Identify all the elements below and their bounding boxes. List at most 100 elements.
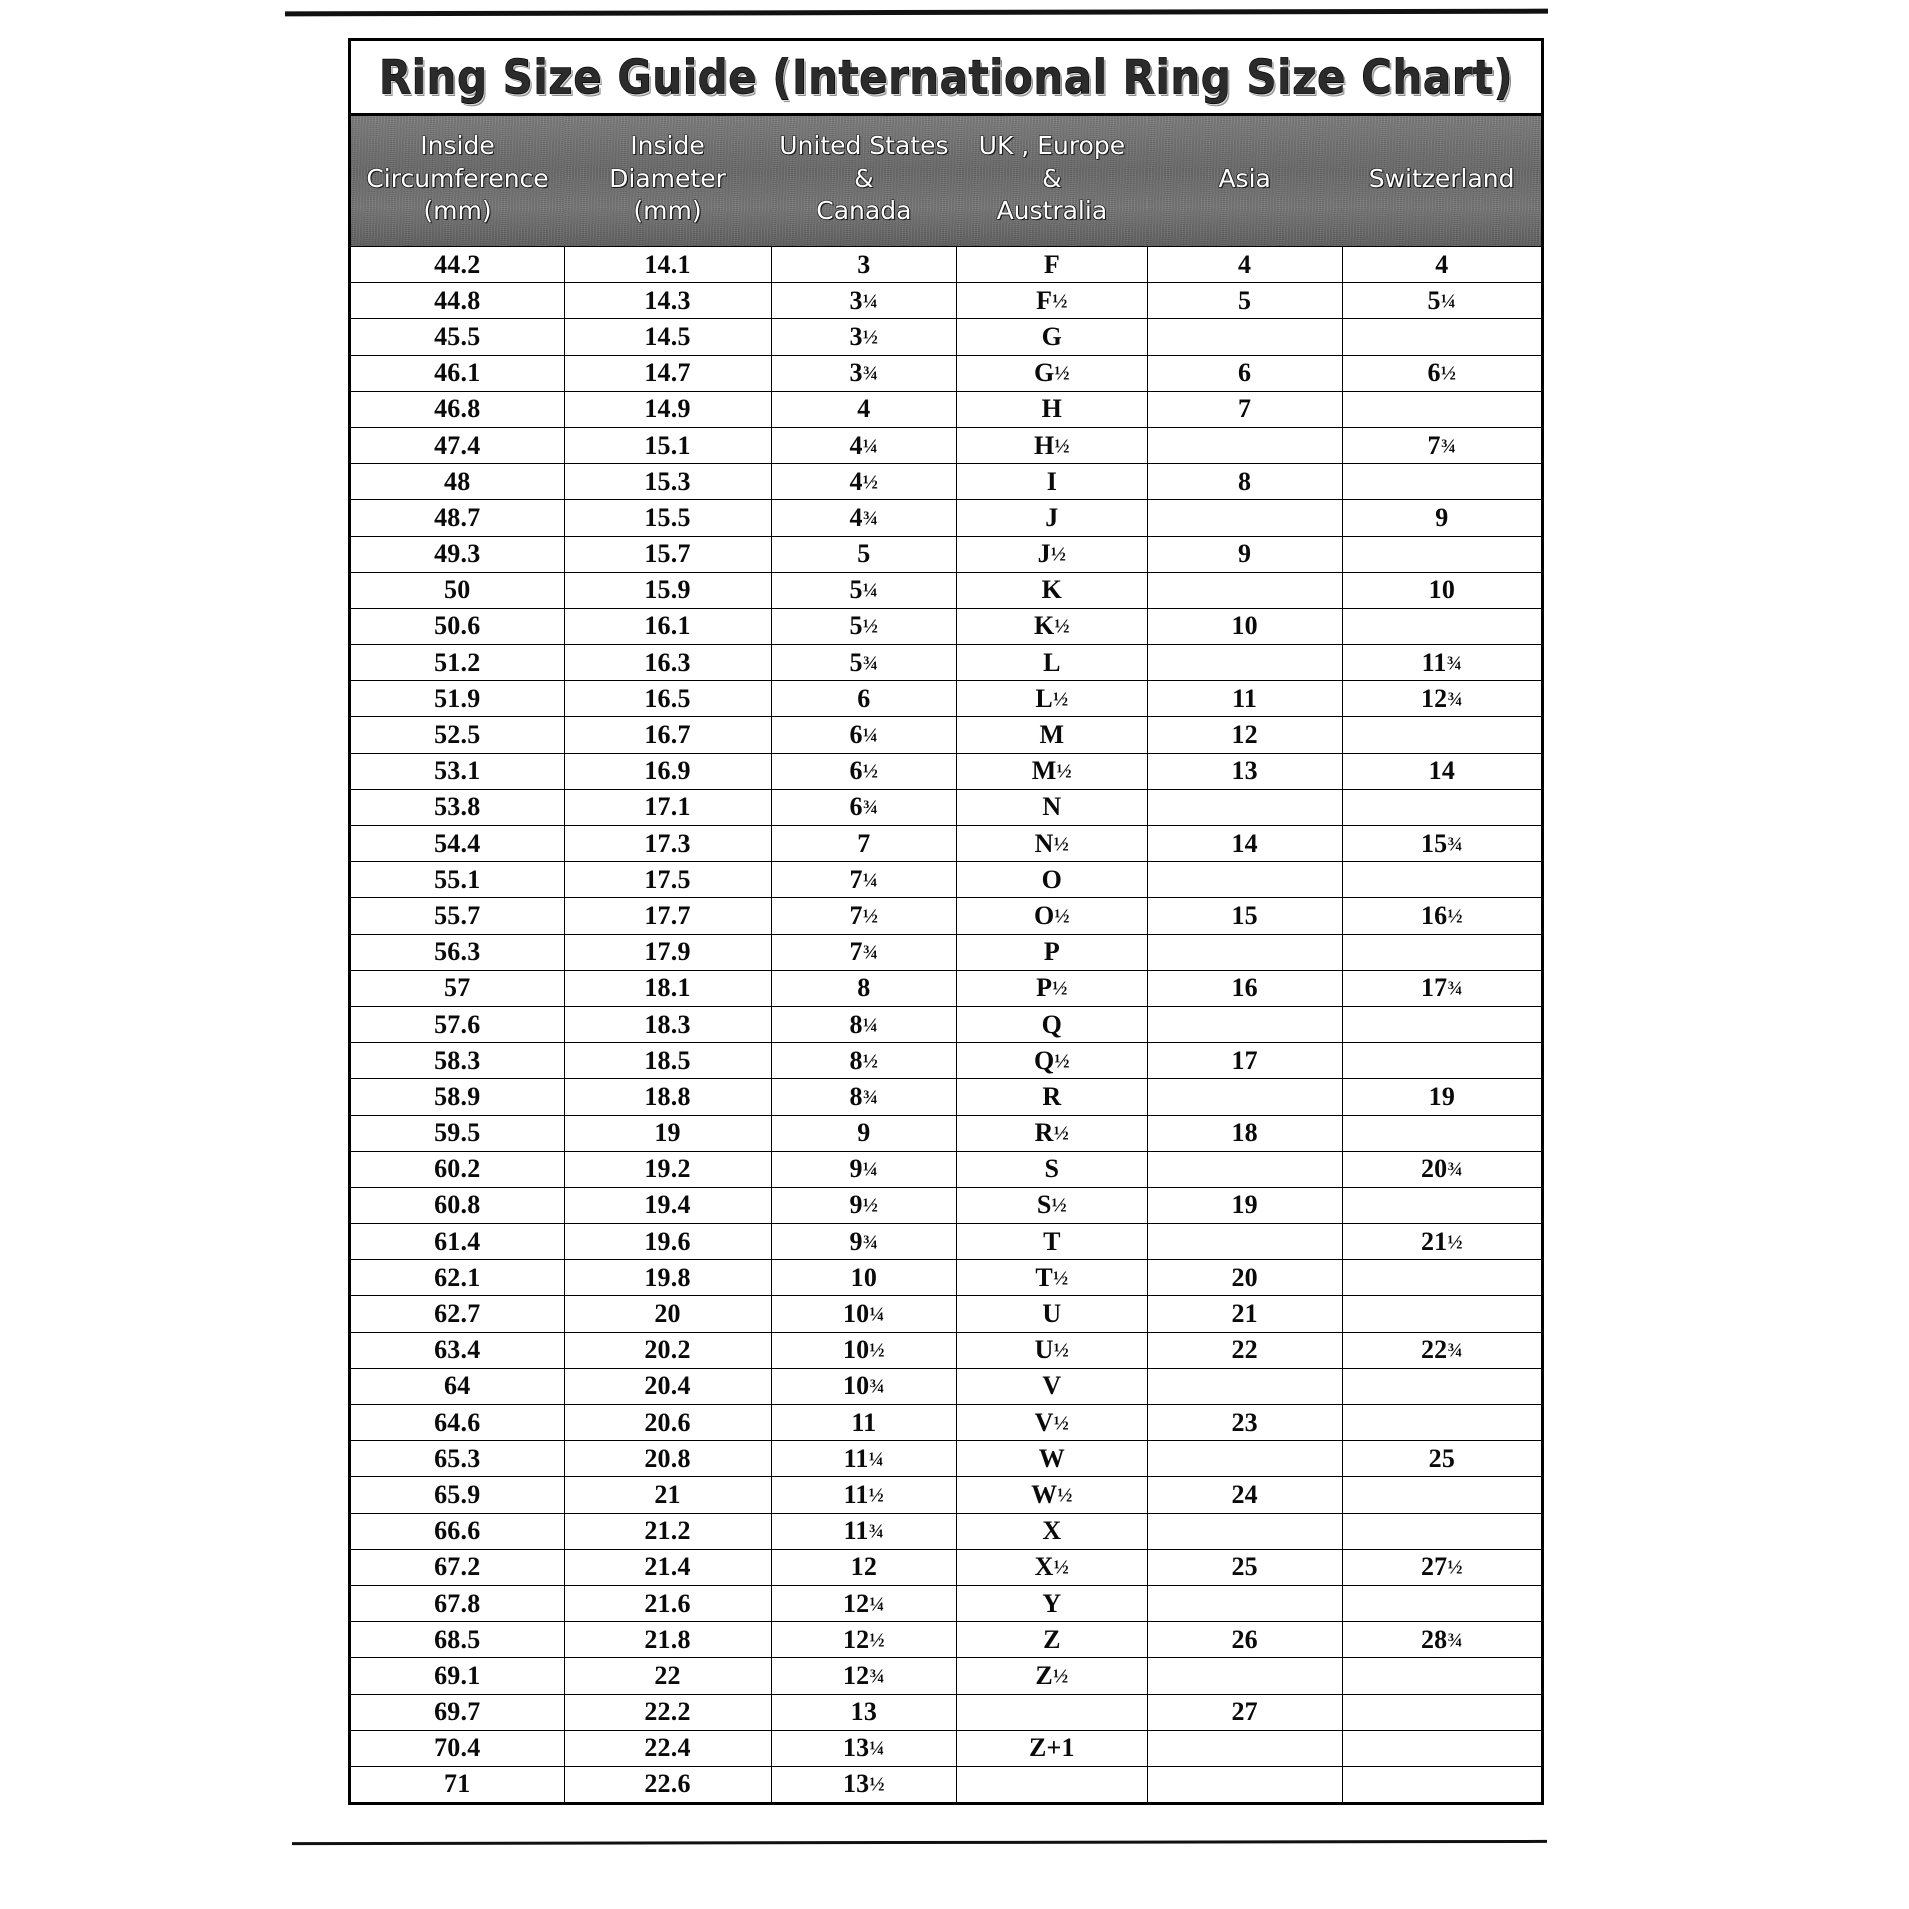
cell-asia: 16 (1146, 969, 1343, 1007)
cell-switzerland: 22¾ (1341, 1331, 1541, 1369)
cell-uk_eu_au: N½ (956, 824, 1148, 863)
cell-diameter: 19.8 (563, 1259, 772, 1297)
cell-switzerland: 15¾ (1341, 824, 1541, 863)
table-row: 47.4 15.1 4¼ H½ 7¾ (351, 426, 1541, 465)
cell-uk_eu_au: W½ (956, 1476, 1148, 1514)
table-row: 44.2 14.1 3 F 4 4 (351, 245, 1541, 284)
cell-diameter: 18.1 (563, 969, 772, 1007)
cell-asia: 6 (1146, 354, 1343, 392)
cell-switzerland (1341, 1259, 1541, 1297)
cell-circumference: 52.5 (351, 716, 565, 754)
table-row: 46.8 14.9 4 H 7 (351, 390, 1541, 428)
cell-diameter: 14.9 (563, 390, 772, 428)
table-row: 48.7 15.5 4¾ J 9 (351, 499, 1541, 537)
cell-uk_eu_au: M (956, 716, 1148, 754)
cell-asia (1146, 1657, 1343, 1695)
cell-uk_eu_au: G (956, 318, 1148, 356)
cell-circumference: 48 (351, 463, 565, 501)
cell-us_canada: 8½ (770, 1042, 958, 1080)
cell-asia: 17 (1146, 1042, 1343, 1080)
cell-us_canada: 13 (770, 1693, 958, 1731)
table-row: 55.1 17.5 7¼ O (351, 861, 1541, 899)
cell-uk_eu_au: V½ (956, 1403, 1148, 1442)
cell-us_canada: 6¾ (770, 788, 958, 827)
cell-diameter: 17.7 (563, 897, 772, 935)
table-row: 67.2 21.4 12 X½ 25 27½ (351, 1548, 1541, 1586)
cell-circumference: 65.9 (351, 1476, 565, 1514)
cell-diameter: 17.3 (563, 824, 772, 863)
cell-uk_eu_au: Y (956, 1584, 1148, 1623)
cell-circumference: 51.2 (351, 644, 565, 682)
cell-circumference: 46.8 (351, 390, 565, 428)
table-row: 48 15.3 4½ I 8 (351, 463, 1541, 501)
cell-diameter: 15.1 (563, 426, 772, 465)
cell-circumference: 44.2 (351, 245, 565, 284)
cell-us_canada: 5 (770, 535, 958, 573)
cell-asia (1146, 1078, 1343, 1116)
cell-switzerland: 9 (1341, 499, 1541, 537)
cell-diameter: 17.5 (563, 861, 772, 899)
cell-us_canada: 12½ (770, 1621, 958, 1659)
cell-uk_eu_au: O (956, 861, 1148, 899)
cell-circumference: 51.9 (351, 680, 565, 718)
cell-asia: 20 (1146, 1259, 1343, 1297)
cell-diameter: 16.5 (563, 680, 772, 718)
header-line: United States (779, 131, 949, 161)
cell-asia: 4 (1146, 245, 1343, 284)
cell-uk_eu_au: I (956, 463, 1148, 501)
cell-asia: 23 (1146, 1403, 1343, 1442)
cell-diameter: 17.9 (563, 933, 772, 971)
cell-asia (1146, 499, 1343, 537)
cell-uk_eu_au: X½ (956, 1548, 1148, 1586)
table-row: 67.8 21.6 12¼ Y (351, 1584, 1541, 1623)
cell-us_canada: 3 (770, 245, 958, 284)
cell-asia (1146, 1150, 1343, 1188)
cell-asia (1146, 318, 1343, 356)
cell-us_canada: 5¾ (770, 644, 958, 682)
cell-circumference: 55.7 (351, 897, 565, 935)
cell-asia (1146, 571, 1343, 609)
cell-uk_eu_au: L (956, 644, 1148, 682)
cell-diameter: 21.8 (563, 1621, 772, 1659)
cell-circumference: 64.6 (351, 1403, 565, 1442)
cell-asia (1146, 1512, 1343, 1550)
cell-switzerland (1341, 1186, 1541, 1225)
cell-asia: 12 (1146, 716, 1343, 754)
cell-circumference: 67.8 (351, 1584, 565, 1623)
cell-circumference: 46.1 (351, 354, 565, 392)
cell-uk_eu_au: R (956, 1078, 1148, 1116)
cell-asia (1146, 788, 1343, 827)
cell-diameter: 21 (563, 1476, 772, 1514)
cell-uk_eu_au: L½ (956, 680, 1148, 718)
cell-switzerland (1341, 318, 1541, 356)
cell-uk_eu_au: S½ (956, 1186, 1148, 1225)
cell-us_canada: 5½ (770, 607, 958, 646)
cell-circumference: 59.5 (351, 1114, 565, 1152)
cell-diameter: 16.1 (563, 607, 772, 646)
table-row: 55.7 17.7 7½ O½ 15 16½ (351, 897, 1541, 935)
cell-uk_eu_au: K (956, 571, 1148, 609)
cell-circumference: 70.4 (351, 1729, 565, 1767)
cell-diameter: 16.3 (563, 644, 772, 682)
table-row: 53.1 16.9 6½ M½ 13 14 (351, 752, 1541, 790)
cell-asia: 14 (1146, 824, 1343, 863)
cell-asia: 10 (1146, 607, 1343, 646)
table-row: 52.5 16.7 6¼ M 12 (351, 716, 1541, 754)
table-row: 70.4 22.4 13¼ Z+1 (351, 1729, 1541, 1767)
header-line: Inside (420, 131, 495, 161)
cell-switzerland (1341, 1693, 1541, 1731)
cell-switzerland (1341, 535, 1541, 573)
cell-asia: 13 (1146, 752, 1343, 790)
cell-us_canada: 6¼ (770, 716, 958, 754)
cell-asia: 19 (1146, 1186, 1343, 1225)
cell-circumference: 60.8 (351, 1186, 565, 1225)
cell-asia (1146, 1584, 1343, 1623)
cell-circumference: 58.9 (351, 1078, 565, 1116)
cell-us_canada: 5¼ (770, 571, 958, 609)
cell-asia (1146, 1367, 1343, 1406)
cell-diameter: 14.3 (563, 282, 772, 320)
cell-circumference: 68.5 (351, 1621, 565, 1659)
cell-circumference: 55.1 (351, 861, 565, 899)
cell-circumference: 57.6 (351, 1005, 565, 1044)
cell-us_canada: 10¾ (770, 1367, 958, 1406)
